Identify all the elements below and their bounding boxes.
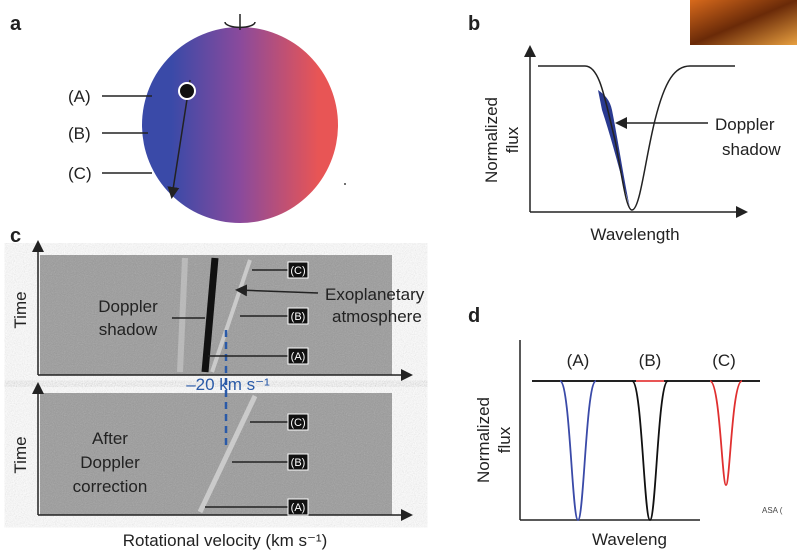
- marker-label: (B): [291, 457, 306, 469]
- atmosphere-trace: [197, 394, 258, 514]
- panel-label: c: [10, 225, 21, 247]
- panel-label: b: [468, 13, 480, 35]
- annotation: shadow: [722, 140, 781, 159]
- line-profile: [559, 380, 597, 521]
- y-axis-label: flux: [495, 426, 514, 453]
- marker-label: (C): [290, 265, 305, 277]
- annotation: After: [92, 429, 128, 448]
- noise: [40, 393, 392, 515]
- annotation: shadow: [99, 320, 158, 339]
- y-axis-label: Time: [11, 436, 30, 473]
- annotation: Exoplanetary: [325, 285, 425, 304]
- planet: [178, 82, 196, 100]
- overlay: [700, 492, 797, 554]
- y-axis-label: Time: [11, 291, 30, 328]
- line-label: (C): [712, 351, 736, 370]
- dot: [344, 183, 346, 185]
- velocity-label: –20 km s⁻¹: [186, 375, 270, 394]
- image: [690, 0, 797, 45]
- line-profile: [538, 65, 735, 211]
- y-axis-label: Normalized: [482, 97, 501, 183]
- trace: [177, 257, 188, 373]
- marker-label: (A): [291, 502, 306, 514]
- annotation: Doppler: [98, 297, 158, 316]
- x-axis-label: Rotational velocity (km s⁻¹): [123, 531, 328, 550]
- panel-label: a: [10, 13, 22, 35]
- line-profile: [709, 380, 743, 486]
- credit: ASA (: [762, 506, 783, 515]
- annotation: correction: [73, 477, 148, 496]
- markers: (C) (B) (A) (C) (B) (A): [205, 261, 309, 516]
- line-label: (B): [639, 351, 662, 370]
- y-axis-label: Normalized: [474, 397, 493, 483]
- star: [142, 27, 338, 223]
- pointer: [235, 284, 319, 297]
- x-axis-label: Wavelength: [590, 225, 679, 244]
- doppler-shadow: [598, 90, 630, 208]
- point-label: (C): [68, 164, 92, 183]
- x-axis-label: Waveleng: [592, 530, 667, 549]
- marker-label: (B): [291, 311, 306, 323]
- shadow-trace: [201, 257, 219, 373]
- line-profile: [631, 380, 669, 521]
- annotation: atmosphere: [332, 307, 422, 326]
- atmosphere-trace: [210, 259, 252, 373]
- marker-label: (C): [290, 417, 305, 429]
- point-label: (B): [68, 124, 91, 143]
- y-axis-label: flux: [503, 126, 522, 153]
- annotation: Doppler: [715, 115, 775, 134]
- marker-label: (A): [291, 351, 306, 363]
- panel-label: d: [468, 305, 480, 327]
- line-label: (A): [567, 351, 590, 370]
- annotation: Doppler: [80, 453, 140, 472]
- point-label: (A): [68, 87, 91, 106]
